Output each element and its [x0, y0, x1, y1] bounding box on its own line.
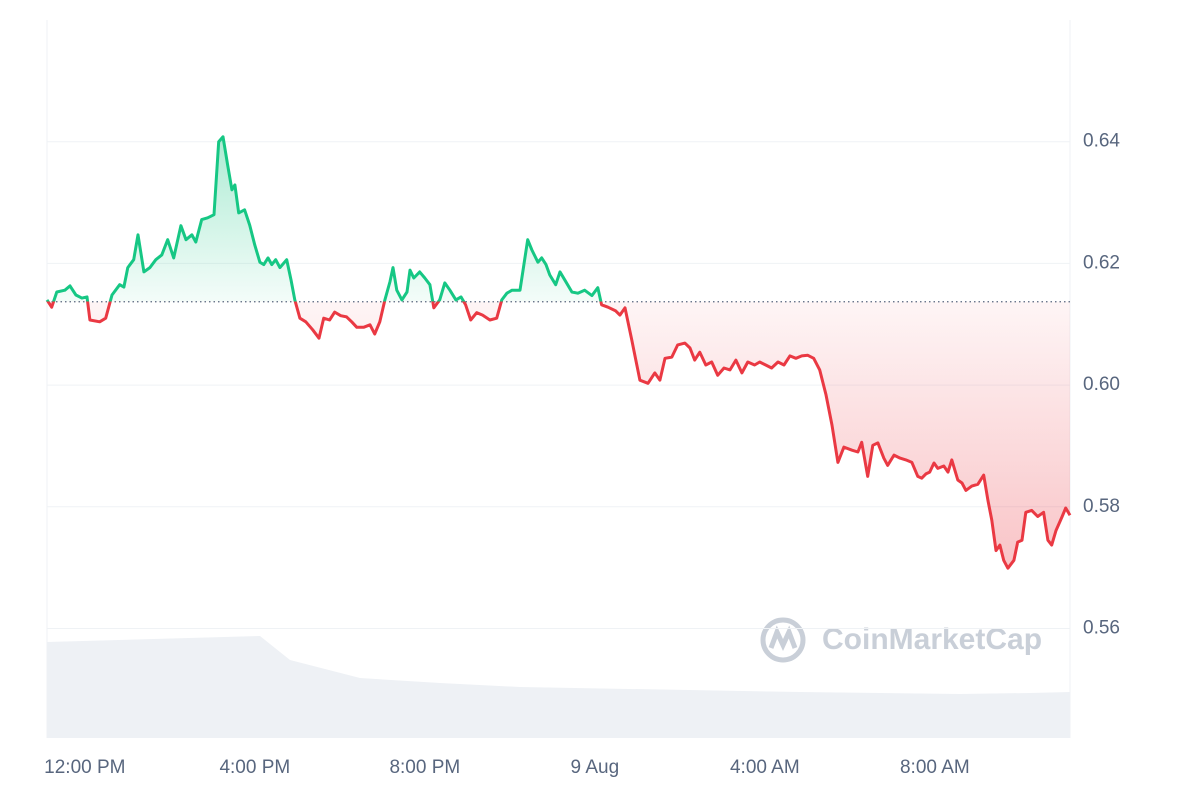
x-tick-label: 8:00 AM — [900, 757, 970, 778]
volume-area — [47, 636, 1070, 738]
price-line — [45, 135, 1072, 570]
y-tick-label: 0.56 — [1083, 617, 1120, 638]
watermark: CoinMarketCap — [822, 623, 1042, 656]
x-tick-label: 8:00 PM — [389, 757, 460, 778]
y-tick-label: 0.64 — [1083, 131, 1120, 152]
x-tick-label: 12:00 PM — [44, 757, 125, 778]
x-tick-label: 4:00 PM — [219, 757, 290, 778]
x-tick-label: 9 Aug — [571, 757, 620, 778]
y-tick-label: 0.60 — [1083, 374, 1120, 395]
x-tick-label: 4:00 AM — [730, 757, 800, 778]
area — [47, 136, 1070, 569]
watermark-logo — [760, 617, 806, 663]
y-tick-label: 0.62 — [1083, 252, 1120, 273]
y-tick-label: 0.58 — [1083, 496, 1120, 517]
